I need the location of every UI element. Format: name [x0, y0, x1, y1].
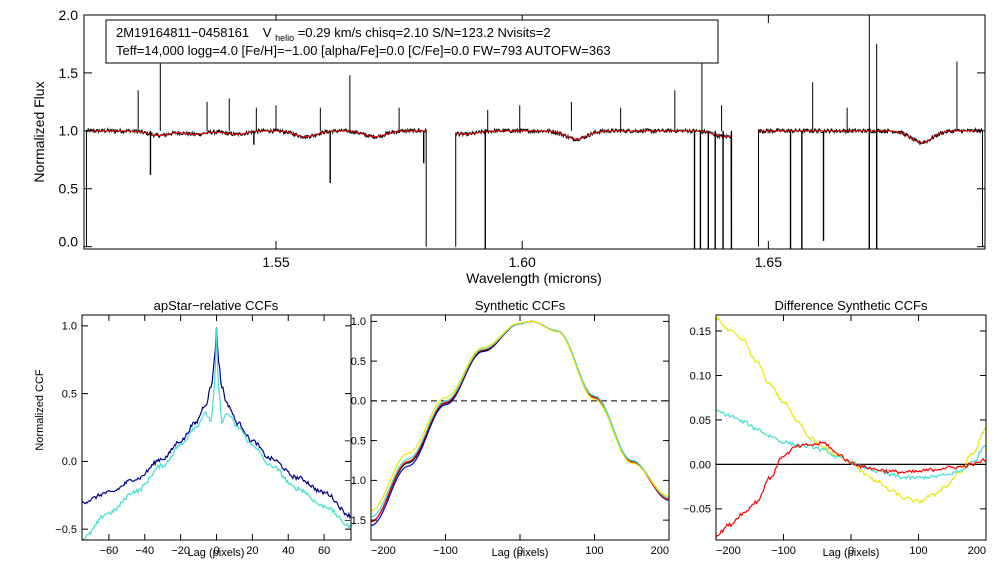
apstar-ytick-label: 1.0 [62, 321, 77, 333]
synthetic-ytick-label: −0.5 [344, 435, 366, 447]
apstar-xtick-label: 20 [246, 545, 258, 557]
apstar-xtick-label: 60 [318, 545, 330, 557]
synthetic-series-visit-4 [371, 320, 669, 518]
spectrum-model-chip-2 [455, 130, 732, 140]
synthetic-ccf-panel: −200 −100 0 100 200 −1.5 −1.0 −0.5 0.0 0.5 1.0 Syn… [344, 298, 670, 559]
spectrum-xtick-label: 1.65 [755, 254, 782, 270]
apstar-xtick-label: 0 [213, 545, 219, 557]
synthetic-xtick-label: 200 [651, 545, 669, 557]
annotation-v-suffix: =0.29 km/s chisq=2.10 S/N=123.2 Nvisits=… [298, 25, 551, 40]
difference-ytick-label: 0.15 [690, 326, 711, 338]
apstar-ccf-ylabel: Normalized CCF [34, 369, 46, 451]
difference-ccf-frame [715, 314, 987, 541]
difference-xtick-label: 100 [909, 545, 927, 557]
spectrum-ytick-label: 0.5 [59, 181, 79, 197]
synthetic-ytick-label: 0.0 [351, 396, 366, 408]
spectrum-ytick-label: 1.5 [59, 65, 79, 81]
difference-series-red [716, 440, 986, 538]
synthetic-series-visit-2 [371, 320, 669, 523]
synthetic-xtick-label: 0 [517, 545, 523, 557]
spectrum-observed-chip-2 [455, 127, 732, 247]
annotation-box-frame [105, 19, 719, 64]
apstar-xtick-label: −20 [171, 545, 190, 557]
synthetic-xtick-label: −200 [371, 545, 396, 557]
difference-ytick-label: 0.05 [690, 415, 711, 427]
synthetic-ccf-title: Synthetic CCFs [475, 298, 566, 313]
apstar-xtick-label: −60 [100, 545, 119, 557]
apstar-series-visit-2 [82, 327, 351, 540]
spectrum-ticks: 1.55 1.60 1.65 0.0 0.5 1.0 1.5 2.0 [59, 7, 985, 270]
spectrum-ylabel: Normalized Flux [31, 81, 47, 182]
annotation-line-2: Teff=14,000 logg=4.0 [Fe/H]=−1.00 [alpha… [116, 43, 611, 58]
difference-xtick-label: 200 [968, 545, 986, 557]
apstar-series-visit-1 [82, 327, 351, 519]
synthetic-series-visit-3 [371, 320, 669, 523]
synthetic-ytick-label: −1.0 [344, 475, 366, 487]
synthetic-ccf-plot-area [371, 320, 669, 527]
synthetic-ytick-label: 0.5 [351, 356, 366, 368]
spectrum-ytick-label: 2.0 [59, 7, 79, 23]
synthetic-ccf-ticks: −200 −100 0 100 200 −1.5 −1.0 −0.5 0.0 0.5 1.0 [344, 315, 670, 557]
apstar-ytick-label: −0.5 [55, 524, 77, 536]
apstar-ccf-panel: −60 −40 −20 0 20 40 60 −0.5 0.0 0.5 1.0 apStar−rel… [34, 298, 352, 559]
apstar-ytick-label: 0.0 [62, 456, 77, 468]
synthetic-xtick-label: −100 [433, 545, 458, 557]
difference-ccf-panel: −200 −100 0 100 200 −0.05 0.00 0.05 0.10 0.15 Dif… [683, 298, 987, 559]
spectrum-observed-chip-1 [85, 127, 427, 247]
difference-ccf-xlabel: Lag (pixels) [823, 547, 880, 559]
spectrum-model-chip-1 [86, 130, 427, 138]
annotation-star-id: 2M19164811−0458161 [116, 25, 249, 40]
spectrum-panel: 1.55 1.60 1.65 0.0 0.5 1.0 1.5 2.0 2M19164811−0… [31, 7, 986, 286]
synthetic-ytick-label: −1.5 [344, 515, 366, 527]
apstar-ccf-xlabel: Lag (pixels) [188, 547, 245, 559]
spectrum-ytick-label: 0.0 [59, 234, 79, 250]
difference-series-yellow [716, 316, 986, 505]
spectrum-annotation-box: 2M19164811−0458161 V helio =0.29 km/s ch… [105, 19, 719, 64]
apstar-xtick-label: 40 [282, 545, 294, 557]
difference-ytick-label: 0.00 [690, 459, 711, 471]
synthetic-xtick-label: 100 [585, 545, 603, 557]
annotation-v-prefix: V [263, 25, 272, 40]
difference-xtick-label: −200 [716, 545, 741, 557]
difference-ccf-title: Difference Synthetic CCFs [775, 298, 928, 313]
apstar-xtick-label: −40 [135, 545, 154, 557]
difference-ytick-label: 0.10 [690, 370, 711, 382]
apstar-ccf-title: apStar−relative CCFs [154, 298, 279, 313]
spectrum-frame [83, 14, 986, 250]
synthetic-series-visit-1 [371, 320, 669, 527]
synthetic-ytick-label: 1.0 [351, 316, 366, 328]
spectrum-xtick-label: 1.55 [262, 254, 289, 270]
difference-ccf-ticks: −200 −100 0 100 200 −0.05 0.00 0.05 0.10 0.15 [683, 315, 987, 557]
apstar-ccf-plot-area [82, 327, 351, 540]
spectrum-ytick-label: 1.0 [59, 123, 79, 139]
spectrum-xtick-label: 1.60 [509, 254, 536, 270]
annotation-line-1: 2M19164811−0458161 V helio =0.29 km/s ch… [116, 25, 551, 44]
spectrum-plot-area [85, 15, 984, 249]
difference-xtick-label: 0 [848, 545, 854, 557]
spectrum-xlabel: Wavelength (microns) [466, 270, 602, 286]
synthetic-ccf-frame [370, 314, 670, 541]
apstar-ccf-ticks: −60 −40 −20 0 20 40 60 −0.5 0.0 0.5 1.0 [55, 315, 351, 557]
annotation-v-sub: helio [275, 33, 294, 43]
synthetic-ccf-xlabel: Lag (pixels) [492, 547, 549, 559]
difference-ccf-plot-area [716, 316, 986, 538]
difference-ytick-label: −0.05 [683, 504, 711, 516]
apstar-ytick-label: 0.5 [62, 388, 77, 400]
spectrum-observed-chip-3 [758, 126, 984, 247]
difference-xtick-label: −100 [771, 545, 796, 557]
synthetic-series-visit-5 [371, 320, 669, 512]
spectrum-model-chip-3 [758, 130, 983, 143]
